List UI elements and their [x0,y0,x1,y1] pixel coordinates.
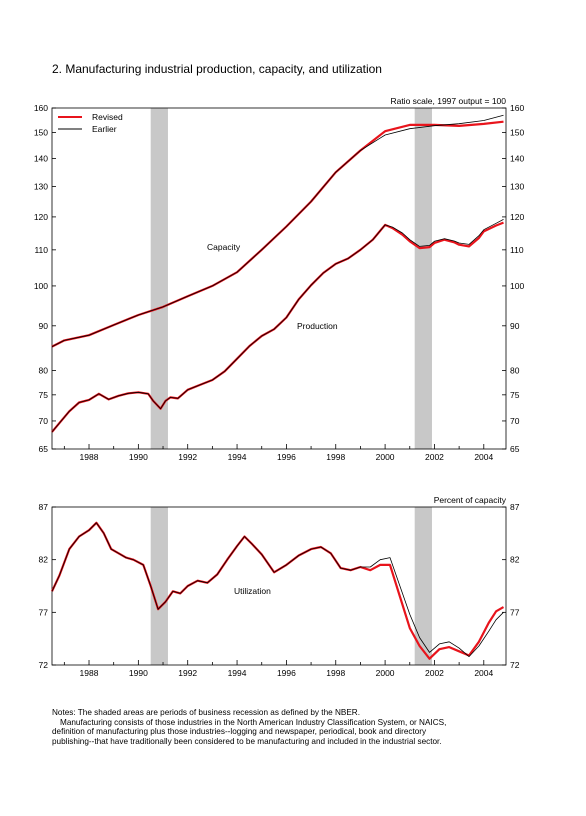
production-capacity-y-tick-label-right: 130 [510,182,524,192]
utilization-y-tick-label-left: 82 [39,555,49,565]
production-capacity-y-tick-label-left: 160 [34,103,48,113]
production-capacity-y-tick-label-left: 120 [34,212,48,222]
annotation-capacity: Capacity [207,242,241,252]
production-capacity-y-tick-label-right: 160 [510,103,524,113]
utilization-x-tick-label: 1998 [326,668,345,678]
production-capacity-y-tick-label-right: 80 [510,365,520,375]
utilization-recession-band-1 [150,507,168,665]
production-capacity-y-tick-label-left: 90 [39,321,49,331]
utilization-series-utilization-revised [51,521,505,660]
production-capacity-y-tick-label-right: 110 [510,245,524,255]
production-capacity-y-tick-label-right: 140 [510,154,524,164]
production-capacity-y-tick-label-left: 130 [34,182,48,192]
production-capacity-y-tick-label-right: 100 [510,281,524,291]
production-capacity-y-tick-label-right: 75 [510,390,520,400]
utilization-x-tick-label: 1996 [277,668,296,678]
annotation-utilization: Utilization [234,586,271,596]
notes: Notes: The shaded areas are periods of b… [52,708,572,746]
utilization-y-tick-label-left: 87 [39,502,49,512]
production-capacity-y-tick-label-right: 70 [510,416,520,426]
utilization-series-utilization-earlier [51,522,504,657]
production-capacity-y-tick-label-right: 90 [510,321,520,331]
production-capacity-y-tick-label-left: 100 [34,281,48,291]
production-capacity-recession-band-1 [150,108,168,449]
legend-label-earlier: Earlier [92,124,117,134]
notes-line-4: publishing--that have traditionally been… [52,736,442,746]
production-capacity-y-tick-label-left: 75 [39,390,49,400]
production-capacity-y-tick-label-left: 140 [34,154,48,164]
production-capacity-y-tick-label-right: 120 [510,212,524,222]
production-capacity-y-tick-label-left: 80 [39,365,49,375]
production-capacity-x-tick-label: 1996 [277,452,296,462]
utilization-x-tick-label: 1990 [129,668,148,678]
utilization-y-tick-label-left: 72 [39,660,49,670]
production-capacity-frame [51,107,507,450]
production-capacity-x-tick-label: 2000 [376,452,395,462]
utilization-y-tick-label-right: 72 [510,660,520,670]
production-capacity-series-production-earlier [51,219,504,433]
production-capacity-y-tick-label-right: 150 [510,127,524,137]
production-capacity-y-tick-label-left: 70 [39,416,49,426]
utilization-recession-band-2 [414,507,432,665]
production-capacity-scale-note: Ratio scale, 1997 output = 100 [390,96,506,106]
utilization-y-tick-label-right: 82 [510,555,520,565]
production-capacity-series-capacity-earlier [51,114,504,347]
utilization-x-tick-label: 1992 [178,668,197,678]
production-capacity-x-tick-label: 1990 [129,452,148,462]
utilization-y-tick-label-right: 87 [510,502,520,512]
production-capacity-y-tick-label-right: 65 [510,444,520,454]
utilization-x-tick-label: 1994 [228,668,247,678]
utilization-x-tick-label: 1988 [80,668,99,678]
production-capacity-x-tick-label: 2004 [474,452,493,462]
notes-line-1: Notes: The shaded areas are periods of b… [52,708,360,717]
utilization-x-tick-label: 2002 [425,668,444,678]
utilization-x-tick-label: 2004 [474,668,493,678]
production-capacity-y-tick-label-left: 110 [34,245,48,255]
production-capacity-x-tick-label: 1994 [228,452,247,462]
utilization-y-tick-label-left: 77 [39,607,49,617]
utilization-y-tick-label-right: 77 [510,607,520,617]
utilization-x-tick-label: 2000 [376,668,395,678]
notes-line-3: definition of manufacturing plus those i… [52,727,427,737]
production-capacity-x-tick-label: 1988 [80,452,99,462]
utilization-scale-note: Percent of capacity [434,495,507,505]
production-capacity-series-production-revised [51,221,504,433]
production-capacity-recession-band-2 [414,108,432,449]
utilization-frame [51,506,507,666]
annotation-production: Production [297,321,338,331]
production-capacity-y-tick-label-left: 65 [39,444,49,454]
notes-line-2: Manufacturing consists of those industri… [60,717,447,727]
production-capacity-x-tick-label: 1998 [326,452,345,462]
production-capacity-y-tick-label-left: 150 [34,127,48,137]
page-title: 2. Manufacturing industrial production, … [52,62,382,76]
production-capacity-x-tick-label: 2002 [425,452,444,462]
production-capacity-x-tick-label: 1992 [178,452,197,462]
legend-label-revised: Revised [92,112,123,122]
